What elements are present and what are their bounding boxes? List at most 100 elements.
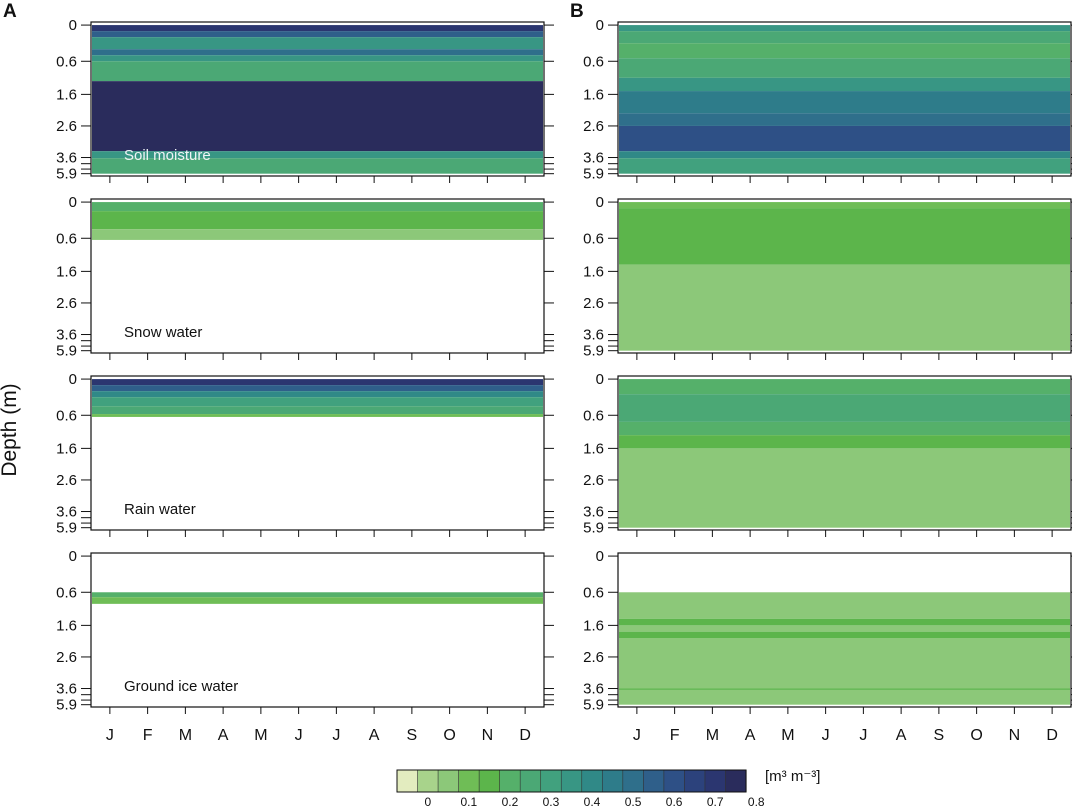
y-tick-label: 1.6 xyxy=(583,440,604,457)
y-tick-label: 2.6 xyxy=(56,295,77,312)
x-tick-label: J xyxy=(633,727,641,744)
colorbar-tick-label: 0 xyxy=(424,795,431,807)
y-axis-label: Depth (m) xyxy=(0,383,21,476)
contour-band xyxy=(92,229,543,240)
x-tick-label: J xyxy=(859,727,867,744)
panel-name: Rain water xyxy=(124,501,196,518)
y-tick-label: 5.9 xyxy=(583,166,604,183)
colorbar-tick-label: 0.1 xyxy=(461,795,478,807)
y-tick-label: 1.6 xyxy=(583,86,604,103)
y-tick-label: 0 xyxy=(596,194,604,211)
contour-band xyxy=(619,58,1070,78)
y-tick-label: 0 xyxy=(69,17,77,34)
contour-band xyxy=(92,61,543,82)
y-tick-label: 0.6 xyxy=(583,407,604,424)
colorbar-cell xyxy=(663,769,686,793)
colorbar-tick-label: 0.3 xyxy=(543,795,560,807)
y-tick-label: 3.6 xyxy=(56,504,77,521)
x-tick-label: S xyxy=(407,727,418,744)
plot-frame xyxy=(617,375,1072,531)
colorbar-cell xyxy=(519,769,542,793)
y-tick-label: 5.9 xyxy=(583,697,604,714)
contour-band xyxy=(619,421,1070,436)
contour-band xyxy=(619,264,1070,351)
contour-band xyxy=(92,597,543,604)
y-tick-label: 0 xyxy=(596,548,604,565)
colorbar-cell xyxy=(704,769,727,793)
colorbar-cell xyxy=(684,769,706,793)
panel-b-4: 0 0.6 1.6 2.6 3.65.9 xyxy=(583,548,1072,714)
panel-name: Ground ice water xyxy=(124,678,238,695)
y-tick-label: 2.6 xyxy=(56,472,77,489)
contour-band xyxy=(92,379,543,386)
y-tick-label: 2.6 xyxy=(583,472,604,489)
panel-a-1: 0 0.6 1.6 2.6 3.65.9 Soil moisture xyxy=(56,17,554,183)
x-tick-label: A xyxy=(369,727,380,744)
y-tick-label: 0 xyxy=(69,194,77,211)
x-tick-label: D xyxy=(519,727,531,744)
y-tick-label: 1.6 xyxy=(583,617,604,634)
contour-band xyxy=(619,25,1070,32)
y-tick-label: 0 xyxy=(69,371,77,388)
contour-band xyxy=(619,448,1070,528)
y-tick-label: 0 xyxy=(596,17,604,34)
y-tick-label: 0.6 xyxy=(56,407,77,424)
x-tick-label: M xyxy=(781,727,794,744)
panel-a-3: 0 0.6 1.6 2.6 3.65.9 Rain water xyxy=(56,371,554,537)
y-tick-label: 2.6 xyxy=(56,118,77,135)
x-tick-label: A xyxy=(896,727,907,744)
y-tick-label: 0 xyxy=(596,371,604,388)
contour-band xyxy=(619,158,1070,174)
colorbar-cell xyxy=(581,769,603,793)
y-tick-label: 0.6 xyxy=(583,53,604,70)
colorbar-cell xyxy=(437,769,460,793)
x-tick-label: A xyxy=(218,727,229,744)
contour-band xyxy=(619,91,1070,114)
y-tick-label: 0.6 xyxy=(56,584,77,601)
colorbar-frame xyxy=(396,769,747,793)
x-tick-label: F xyxy=(143,727,153,744)
y-tick-label: 1.6 xyxy=(56,617,77,634)
x-tick-label: M xyxy=(179,727,192,744)
x-tick-label: M xyxy=(706,727,719,744)
y-tick-label: 0.6 xyxy=(56,53,77,70)
contour-band xyxy=(619,77,1070,92)
x-tick-label: N xyxy=(482,727,494,744)
x-tick-label: A xyxy=(745,727,756,744)
contour-band xyxy=(619,113,1070,126)
colorbar-cell xyxy=(725,769,747,793)
colorbar-cell xyxy=(601,769,624,793)
panel-a-2: 0 0.6 1.6 2.6 3.65.9 Snow water xyxy=(56,194,554,360)
x-tick-label: J xyxy=(332,727,340,744)
y-tick-label: 0.6 xyxy=(583,584,604,601)
y-tick-label: 5.9 xyxy=(56,343,77,360)
panel-letter-b: B xyxy=(570,1,584,22)
y-tick-label: 2.6 xyxy=(583,295,604,312)
contour-band xyxy=(92,211,543,230)
y-tick-label: 3.6 xyxy=(583,150,604,167)
contour-band xyxy=(92,397,543,407)
contour-band xyxy=(619,688,1070,690)
contour-band xyxy=(619,151,1070,159)
contour-band xyxy=(619,379,1070,395)
plot-frame xyxy=(617,198,1072,354)
y-tick-label: 5.9 xyxy=(583,343,604,360)
y-tick-label: 2.6 xyxy=(583,118,604,135)
y-tick-label: 2.6 xyxy=(56,649,77,666)
y-tick-label: 5.9 xyxy=(56,520,77,537)
colorbar-tick-label: 0.2 xyxy=(502,795,519,807)
contour-band xyxy=(92,37,543,50)
contour-band xyxy=(619,394,1070,422)
panel-a-4: 0 0.6 1.6 2.6 3.65.9 Ground ice water xyxy=(56,548,554,714)
contour-band xyxy=(619,202,1070,209)
x-tick-label: F xyxy=(670,727,680,744)
plot-frame xyxy=(90,198,545,354)
contour-band xyxy=(619,618,1070,626)
colorbar-cell xyxy=(560,769,583,793)
contour-band xyxy=(619,631,1070,639)
contour-band xyxy=(92,151,543,159)
colorbar-tick-label: 0.7 xyxy=(707,795,724,807)
colorbar-cell xyxy=(499,769,521,793)
colorbar-cell xyxy=(417,769,439,793)
